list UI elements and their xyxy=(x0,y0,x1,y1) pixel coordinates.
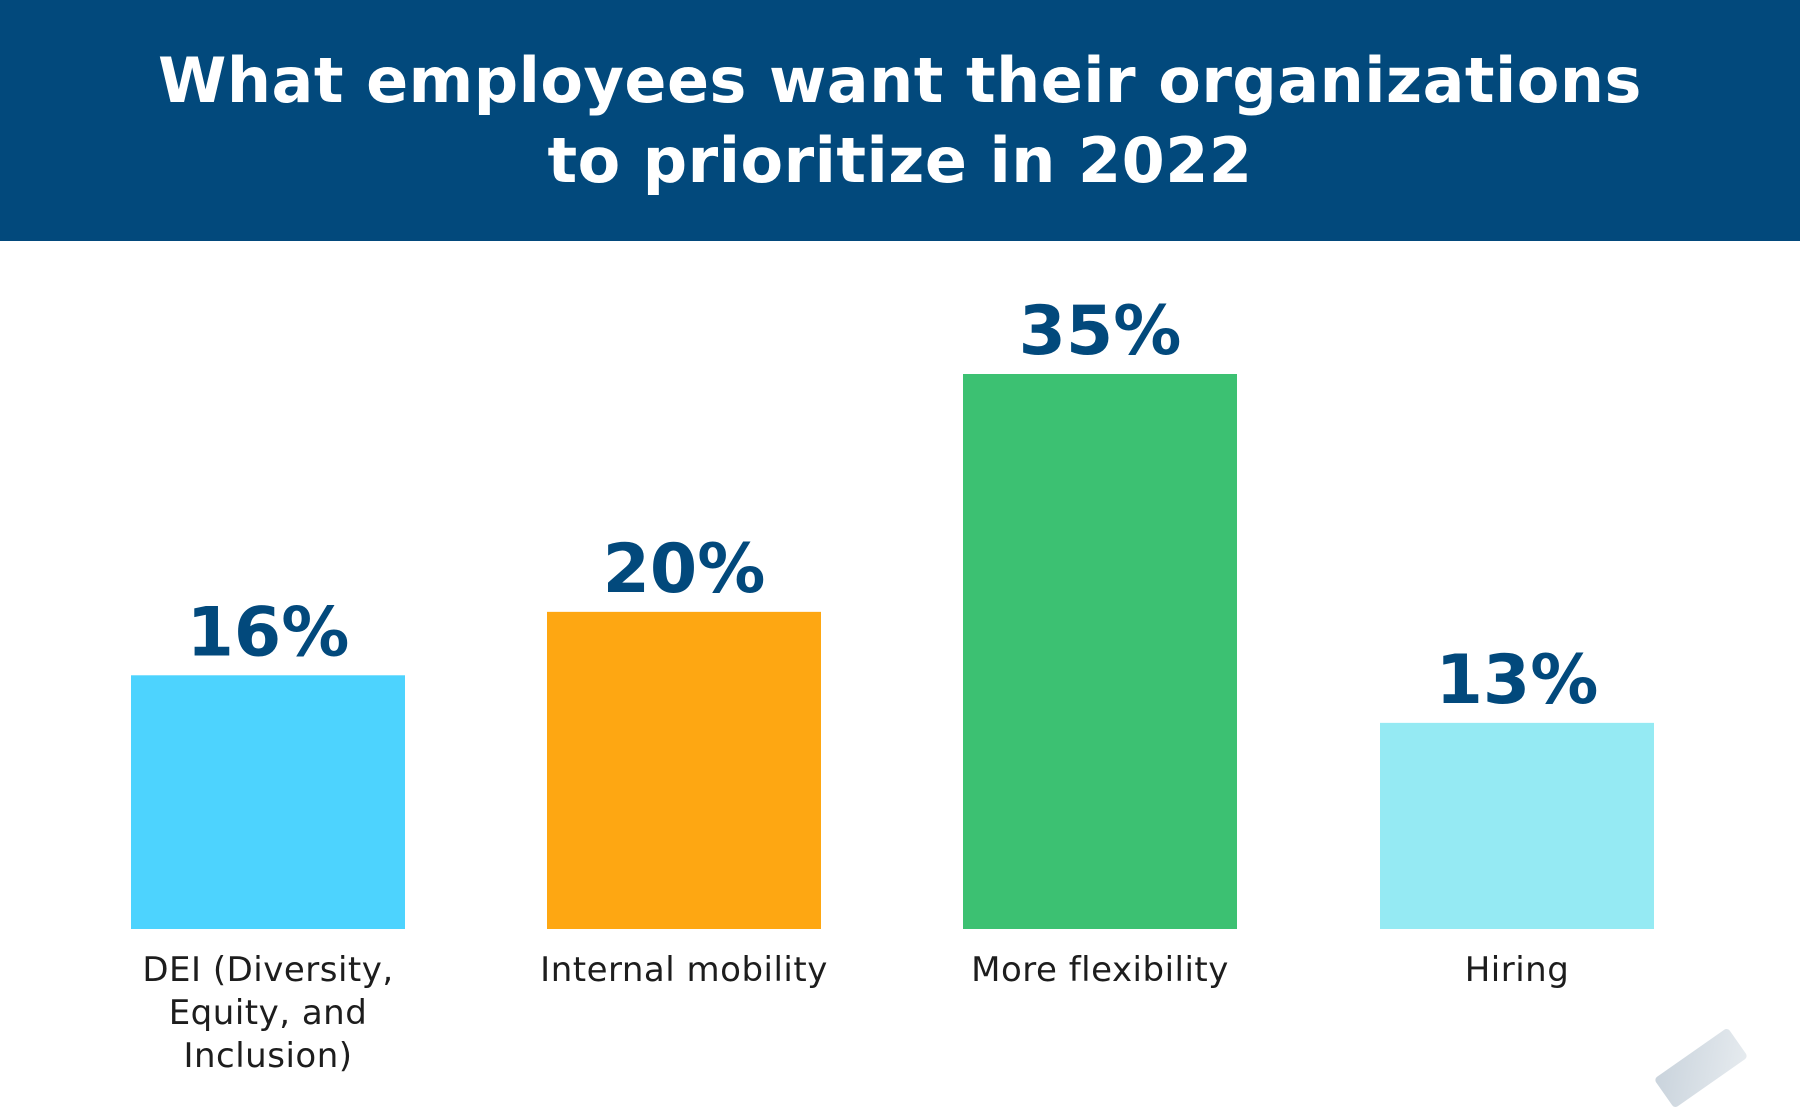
chart-header: What employees want their organizations … xyxy=(0,0,1800,241)
bar-chart: 16% 20% 35% 13% xyxy=(131,292,1654,929)
category-label-0: DEI (Diversity, Equity, and Inclusion) xyxy=(142,950,394,1076)
category-label-2: More flexibility xyxy=(971,950,1229,990)
bar-1 xyxy=(547,611,821,929)
bar-0 xyxy=(131,675,405,929)
category-label-1: Internal mobility xyxy=(540,950,828,990)
bar-3 xyxy=(1380,722,1654,929)
bar-value-label-1: 20% xyxy=(603,530,766,609)
bar-value-label-3: 13% xyxy=(1436,641,1599,720)
chart-title: What employees want their organizations … xyxy=(158,43,1642,197)
chart-area: 16% 20% 35% 13% DEI (Diversity, Equity, and… xyxy=(0,241,1800,1116)
bar-value-label-0: 16% xyxy=(187,593,350,672)
bar-2 xyxy=(963,374,1237,929)
bar-value-label-2: 35% xyxy=(1019,292,1182,371)
category-label-3: Hiring xyxy=(1464,950,1570,990)
